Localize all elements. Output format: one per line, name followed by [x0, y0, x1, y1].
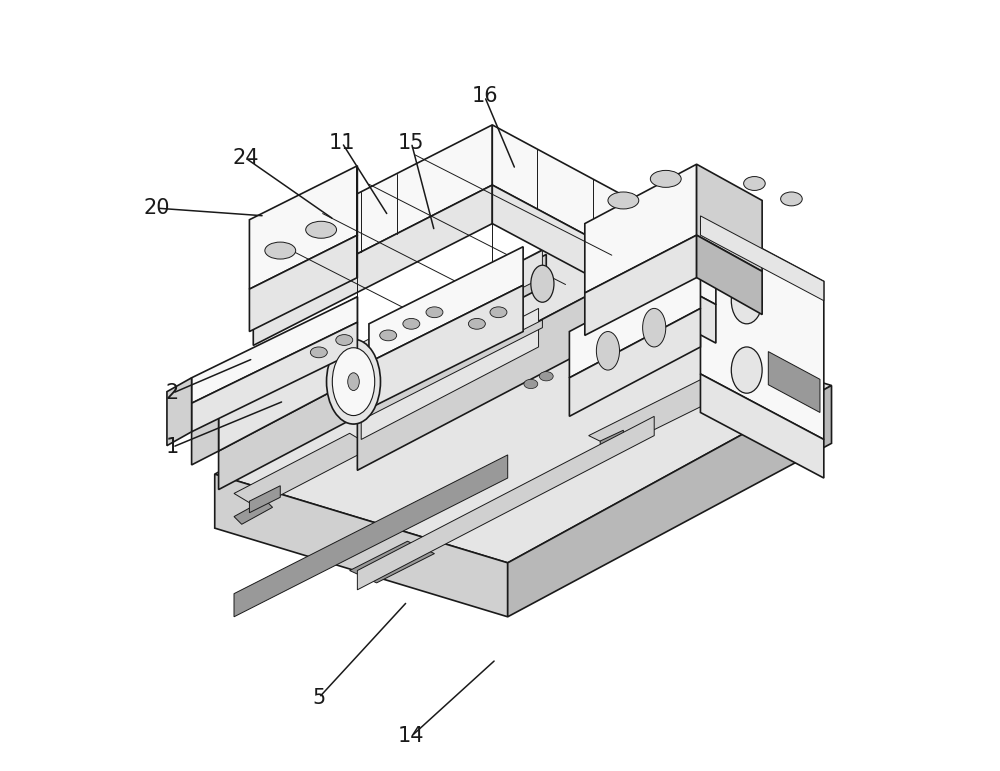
Ellipse shape — [650, 170, 681, 187]
Polygon shape — [253, 185, 492, 345]
Ellipse shape — [327, 339, 380, 424]
Polygon shape — [357, 224, 593, 416]
Text: 2: 2 — [166, 383, 179, 403]
Ellipse shape — [468, 318, 485, 329]
Polygon shape — [600, 430, 623, 451]
Polygon shape — [219, 324, 357, 451]
Polygon shape — [585, 164, 697, 293]
Text: 15: 15 — [398, 133, 425, 153]
Ellipse shape — [403, 318, 420, 329]
Polygon shape — [357, 416, 654, 590]
Polygon shape — [354, 320, 542, 424]
Ellipse shape — [348, 373, 359, 391]
Polygon shape — [697, 164, 762, 271]
Polygon shape — [234, 500, 273, 524]
Ellipse shape — [332, 348, 375, 416]
Polygon shape — [700, 374, 824, 478]
Polygon shape — [219, 378, 357, 490]
Ellipse shape — [426, 307, 443, 318]
Polygon shape — [492, 125, 716, 305]
Polygon shape — [361, 308, 539, 439]
Text: 20: 20 — [144, 198, 170, 218]
Polygon shape — [585, 235, 697, 335]
Polygon shape — [697, 235, 762, 315]
Ellipse shape — [524, 379, 538, 389]
Polygon shape — [192, 370, 219, 393]
Polygon shape — [569, 308, 700, 416]
Polygon shape — [249, 486, 280, 513]
Ellipse shape — [306, 221, 337, 238]
Polygon shape — [768, 352, 820, 412]
Text: 16: 16 — [471, 86, 498, 106]
Ellipse shape — [744, 177, 765, 190]
Polygon shape — [700, 216, 824, 301]
Polygon shape — [700, 216, 824, 439]
Ellipse shape — [731, 347, 762, 393]
Polygon shape — [354, 254, 546, 386]
Polygon shape — [249, 235, 357, 332]
Polygon shape — [354, 251, 542, 374]
Ellipse shape — [531, 265, 554, 302]
Polygon shape — [234, 455, 508, 617]
Text: 24: 24 — [232, 148, 259, 168]
Polygon shape — [589, 370, 747, 449]
Ellipse shape — [380, 330, 397, 341]
Polygon shape — [215, 474, 508, 617]
Ellipse shape — [310, 347, 327, 358]
Polygon shape — [192, 297, 357, 403]
Polygon shape — [219, 297, 357, 397]
Text: 1: 1 — [166, 437, 179, 457]
Polygon shape — [253, 125, 492, 307]
Ellipse shape — [643, 308, 666, 347]
Ellipse shape — [265, 242, 296, 259]
Polygon shape — [350, 541, 434, 583]
Ellipse shape — [781, 192, 802, 206]
Polygon shape — [249, 166, 357, 289]
Text: 5: 5 — [312, 688, 325, 708]
Polygon shape — [192, 370, 219, 465]
Polygon shape — [369, 285, 523, 409]
Text: 14: 14 — [398, 726, 425, 746]
Polygon shape — [234, 433, 373, 507]
Ellipse shape — [336, 335, 353, 345]
Ellipse shape — [596, 332, 620, 370]
Ellipse shape — [731, 278, 762, 324]
Polygon shape — [369, 247, 523, 362]
Polygon shape — [569, 262, 700, 378]
Polygon shape — [219, 347, 357, 451]
Ellipse shape — [490, 307, 507, 318]
Text: 11: 11 — [329, 133, 355, 153]
Polygon shape — [492, 185, 716, 343]
Polygon shape — [215, 297, 832, 563]
Ellipse shape — [539, 372, 553, 381]
Polygon shape — [167, 378, 192, 446]
Polygon shape — [357, 293, 593, 470]
Polygon shape — [508, 386, 832, 617]
Polygon shape — [192, 322, 357, 432]
Ellipse shape — [608, 192, 639, 209]
